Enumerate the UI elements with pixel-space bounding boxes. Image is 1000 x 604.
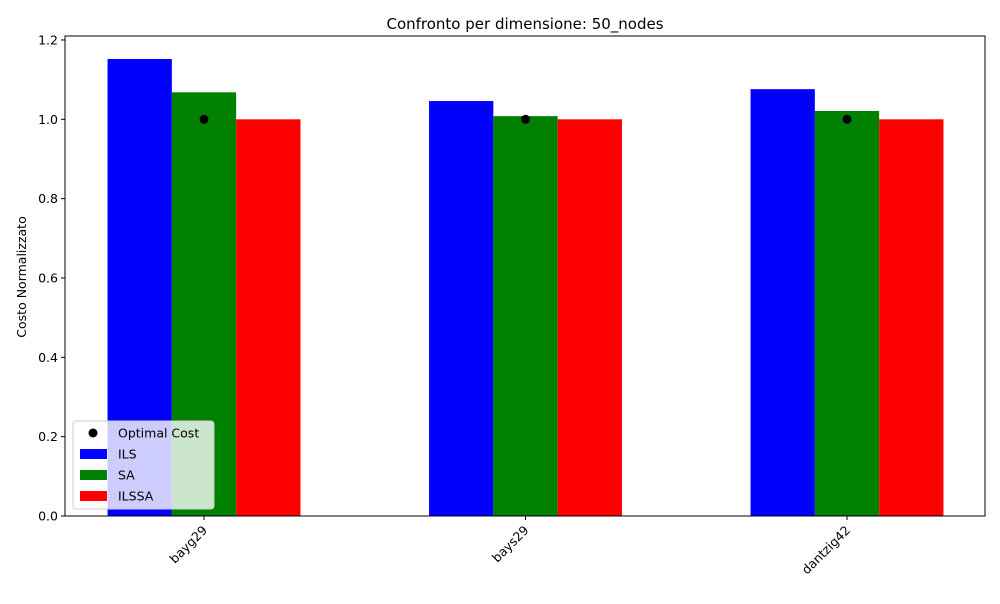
y-tick-label: 1.2 (38, 32, 58, 47)
legend-marker-optimal-cost (88, 428, 98, 438)
bar-ils-dantzig42 (750, 89, 815, 516)
legend-box (72, 420, 215, 510)
x-tick-label: bays29 (489, 522, 532, 565)
markers-group (199, 114, 852, 124)
bars-group (107, 59, 944, 517)
y-tick-label: 0.8 (38, 191, 58, 206)
legend-label-sa: SA (118, 468, 135, 483)
bar-ilssa-bayg29 (236, 119, 301, 516)
y-tick-label: 1.0 (38, 112, 58, 127)
y-tick-label: 0.6 (38, 270, 58, 285)
chart-title: Confronto per dimensione: 50_nodes (386, 15, 663, 34)
bar-ils-bays29 (429, 101, 494, 516)
optimal-cost-marker-bayg29 (199, 114, 209, 124)
x-tick-label: dantzig42 (798, 523, 853, 578)
legend-swatch-ils (80, 449, 107, 459)
optimal-cost-marker-dantzig42 (842, 114, 852, 124)
y-tick-label: 0.2 (38, 429, 58, 444)
legend-swatch-ilssa (80, 491, 107, 501)
y-tick-label: 0.0 (38, 509, 58, 524)
x-tick-label: bayg29 (166, 522, 210, 566)
bar-sa-bays29 (493, 116, 558, 516)
optimal-cost-marker-bays29 (521, 114, 530, 124)
legend-label-ilssa: ILSSA (118, 489, 154, 504)
bar-ilssa-dantzig42 (879, 119, 944, 516)
legend-label-ils: ILS (118, 447, 137, 462)
bar-ilssa-bays29 (557, 119, 622, 516)
y-axis-label: Costo Normalizzato (14, 216, 29, 337)
bar-sa-dantzig42 (814, 110, 880, 516)
legend-swatch-sa (80, 470, 107, 480)
y-tick-label: 0.4 (38, 350, 58, 365)
legend-label-optimal-cost: Optimal Cost (118, 426, 199, 441)
